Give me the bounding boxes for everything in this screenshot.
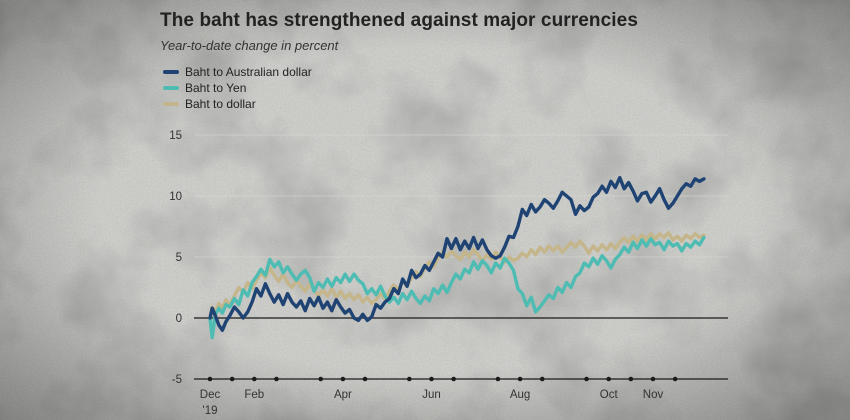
legend-label-yen: Baht to Yen [185,81,247,95]
x-tick-label-aug: Aug [510,389,530,401]
x-tick-label-nov: Nov [643,389,664,401]
y-tick-label--5: -5 [172,374,182,386]
x-minor-tick-7 [539,376,545,382]
series-line-usd [208,230,706,320]
series-line-yen [208,235,706,340]
legend-item-usd: Baht to dollar [163,96,312,112]
x-tick-label-jun: Jun [422,389,441,401]
x-tick-2 [340,376,346,382]
x-minor-tick-2 [318,376,324,382]
y-tick-label-0: 0 [176,313,182,325]
x-minor-tick-5 [451,376,456,382]
x-minor-tick-9 [628,376,634,382]
x-tick-sublabel-dec: '19 [203,405,218,417]
x-minor-tick-1 [274,376,279,382]
y-tick-label-10: 10 [169,191,182,203]
y-tick-label-15: 15 [169,130,182,142]
chart-subtitle: Year-to-date change in percent [160,38,339,53]
x-minor-tick-0 [229,376,235,382]
x-minor-tick-4 [407,376,412,382]
x-tick-6 [650,376,656,382]
x-tick-1 [252,376,257,382]
legend-swatch-aud [163,70,179,74]
x-tick-3 [429,376,434,382]
x-tick-4 [517,376,523,382]
y-tick-label-5: 5 [176,252,182,264]
legend-label-aud: Baht to Australian dollar [185,65,312,79]
legend-label-usd: Baht to dollar [185,97,256,111]
x-tick-label-oct: Oct [600,389,619,401]
legend: Baht to Australian dollar Baht to Yen Ba… [163,64,312,112]
chart-title: The baht has strengthened against major … [160,10,639,31]
series-line-aud [208,176,706,332]
legend-swatch-usd [163,102,179,106]
x-tick-label-dec: Dec [200,389,221,401]
x-tick-0 [207,376,213,382]
legend-item-yen: Baht to Yen [163,80,312,96]
x-tick-label-feb: Feb [244,389,264,401]
x-minor-tick-10 [672,376,678,382]
x-tick-5 [606,376,611,382]
legend-item-aud: Baht to Australian dollar [163,64,312,80]
x-tick-label-apr: Apr [334,389,352,401]
x-minor-tick-6 [495,376,501,382]
legend-swatch-yen [163,86,179,90]
x-minor-tick-3 [362,376,368,382]
x-minor-tick-8 [584,376,589,382]
